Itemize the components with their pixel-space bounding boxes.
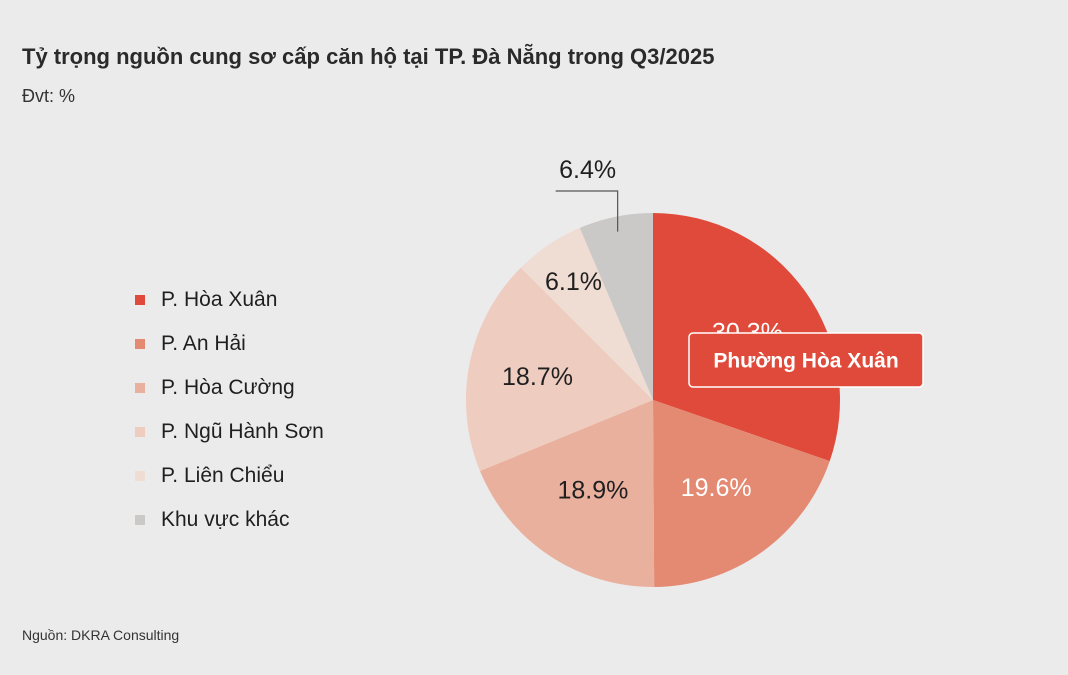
legend-swatch — [135, 295, 145, 305]
legend-swatch — [135, 471, 145, 481]
callout-box — [688, 332, 924, 388]
legend-label: P. Hòa Xuân — [161, 288, 278, 311]
source-note: Nguồn: DKRA Consulting — [22, 627, 180, 643]
legend-label: P. Hòa Cường — [161, 376, 295, 399]
legend-item-khu-vuc-khac: Khu vực khác — [135, 498, 324, 542]
pie-slice-ngu-hanh-son — [465, 267, 653, 472]
legend-label: Khu vực khác — [161, 508, 290, 531]
data-label-khu-vuc-khac: 6.4% — [559, 156, 616, 184]
legend-item-lien-chieu: P. Liên Chiểu — [135, 454, 324, 498]
legend-label: P. Ngũ Hành Sơn — [161, 420, 324, 443]
legend-label: P. An Hải — [161, 332, 246, 355]
legend-swatch — [135, 515, 145, 525]
legend-swatch — [135, 383, 145, 393]
pie-slice-an-hai — [653, 400, 830, 587]
unit-label: Đvt: % — [22, 86, 76, 106]
legend-label: P. Liên Chiểu — [161, 464, 285, 487]
data-label-ngu-hanh-son: 18.7% — [502, 363, 573, 391]
leader-line — [555, 190, 619, 232]
legend-swatch — [135, 427, 145, 437]
pie-slice-hoa-cuong — [480, 400, 655, 587]
data-label-lien-chieu: 6.1% — [545, 268, 602, 296]
pie-slice-lien-chieu — [520, 227, 653, 400]
highlight-callout: Phường Hòa Xuân — [688, 332, 924, 388]
data-label-an-hai: 19.6% — [681, 474, 752, 502]
callout-text: Phường Hòa Xuân — [713, 350, 898, 373]
legend-item-hoa-cuong: P. Hòa Cường — [135, 366, 324, 410]
legend: P. Hòa Xuân P. An Hải P. Hòa Cường P. Ng… — [135, 278, 324, 542]
legend-item-an-hai: P. An Hải — [135, 322, 324, 366]
legend-item-ngu-hanh-son: P. Ngũ Hành Sơn — [135, 410, 324, 454]
legend-item-hoa-xuan: P. Hòa Xuân — [135, 278, 324, 322]
data-label-hoa-cuong: 18.9% — [557, 476, 628, 504]
legend-swatch — [135, 339, 145, 349]
pie-slice-khu-vuc-khac — [579, 213, 653, 400]
chart-title: Tỷ trọng nguồn cung sơ cấp căn hộ tại TP… — [22, 44, 715, 69]
